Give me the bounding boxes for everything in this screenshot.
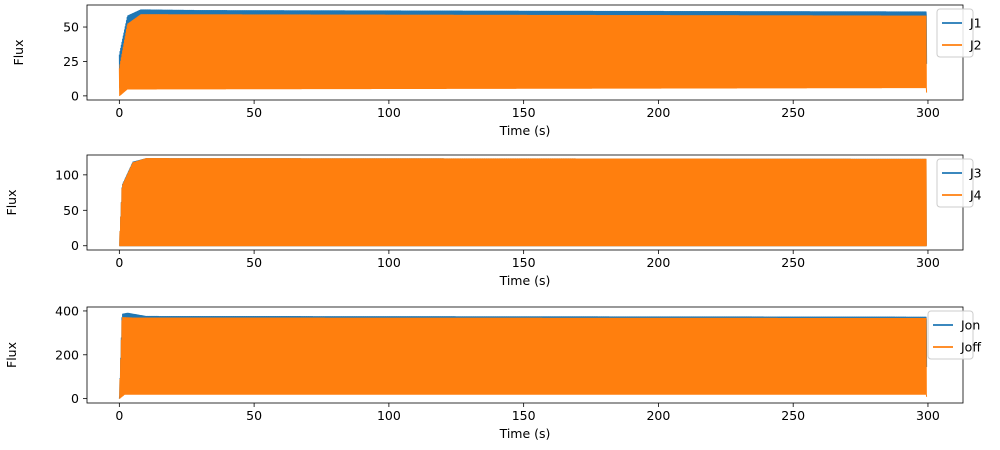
- x-tick-label: 250: [781, 105, 805, 120]
- x-tick-label: 150: [512, 255, 536, 270]
- series-J2: [118, 14, 928, 97]
- y-axis-label: Flux: [4, 342, 19, 368]
- y-tick-label: 50: [63, 20, 79, 35]
- x-tick-label: 150: [512, 105, 536, 120]
- series-line-J2: [118, 14, 928, 97]
- y-axis-label: Flux: [11, 40, 26, 66]
- x-tick-label: 250: [781, 408, 805, 423]
- x-axis-label: Time (s): [499, 123, 551, 138]
- y-tick-label: 0: [71, 238, 79, 253]
- x-tick-label: 250: [781, 255, 805, 270]
- x-tick-label: 0: [115, 255, 123, 270]
- legend-label-J3: J3: [969, 166, 982, 181]
- y-tick-label: 100: [55, 167, 79, 182]
- series-line-J1: [118, 9, 928, 89]
- series-Jon: [118, 312, 928, 399]
- y-tick-label: 400: [55, 303, 79, 318]
- legend-box: [936, 8, 974, 58]
- series-line-Jon: [118, 312, 928, 399]
- y-tick-label: 50: [63, 203, 79, 218]
- x-tick-label: 200: [646, 255, 670, 270]
- legend-label-J2: J2: [969, 38, 982, 53]
- y-tick-label: 0: [71, 391, 79, 406]
- legend-label-Jon: Jon: [960, 318, 980, 333]
- legend-label-Joff: Joff: [960, 340, 981, 355]
- x-tick-label: 150: [512, 408, 536, 423]
- series-J1: [118, 9, 928, 89]
- legend-box: [936, 158, 974, 208]
- y-tick-label: 200: [55, 347, 79, 362]
- x-tick-label: 50: [246, 105, 262, 120]
- x-tick-label: 300: [916, 105, 940, 120]
- x-axis-label: Time (s): [499, 426, 551, 441]
- subplot-3: 0 50 100 150 200 250 300 0 200 400 Time (s) Flux Jon…: [4, 303, 981, 441]
- y-tick-label: 0: [71, 88, 79, 103]
- series-line-J4: [119, 158, 927, 247]
- x-tick-label: 50: [246, 408, 262, 423]
- series-Joff: [119, 317, 928, 400]
- series-J4: [119, 158, 927, 247]
- legend: Jon Joff: [927, 310, 981, 360]
- y-tick-label: 25: [63, 54, 79, 69]
- x-tick-label: 200: [646, 105, 670, 120]
- x-axis-label: Time (s): [499, 273, 551, 288]
- x-tick-label: 100: [377, 255, 401, 270]
- x-tick-label: 0: [115, 105, 123, 120]
- legend-label-J4: J4: [969, 188, 982, 203]
- x-tick-label: 100: [377, 408, 401, 423]
- x-tick-label: 100: [377, 105, 401, 120]
- x-tick-label: 200: [646, 408, 670, 423]
- x-tick-label: 50: [246, 255, 262, 270]
- legend-label-J1: J1: [969, 16, 982, 31]
- series-line-Joff: [119, 317, 928, 400]
- x-tick-label: 300: [916, 255, 940, 270]
- y-axis-label: Flux: [4, 190, 19, 216]
- x-tick-label: 0: [115, 408, 123, 423]
- x-tick-label: 300: [916, 408, 940, 423]
